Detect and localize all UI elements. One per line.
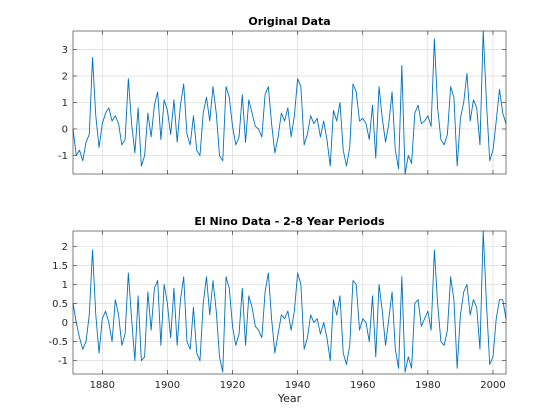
y-tick-label: 0 [62, 318, 68, 329]
tick-marks [73, 231, 506, 374]
x-tick-label: 1960 [350, 380, 375, 391]
y-tick-labels: -1 0 1 2 3 [58, 45, 68, 162]
subplot-original-data: -1 0 1 2 3 Original Data [58, 15, 507, 175]
y-tick-label: 2 [62, 242, 68, 253]
series-line [72, 230, 507, 373]
x-tick-label: 2000 [480, 380, 505, 391]
series-line [72, 30, 507, 175]
grid-lines [73, 231, 506, 374]
x-tick-label: 1980 [415, 380, 440, 391]
axes-frame [72, 230, 507, 375]
series-layer [72, 230, 507, 373]
y-tick-label: 2 [62, 72, 68, 83]
chart-title: El Nino Data - 2-8 Year Periods [194, 215, 385, 228]
y-tick-label: -0.5 [48, 337, 68, 348]
y-tick-label: 1 [62, 280, 68, 291]
y-tick-label: 1.5 [52, 261, 68, 272]
x-tick-label: 1880 [90, 380, 115, 391]
x-tick-label: 1900 [155, 380, 180, 391]
y-tick-label: 1 [62, 98, 68, 109]
y-tick-label: 0.5 [52, 299, 68, 310]
chart-title: Original Data [248, 15, 330, 28]
subplot-el-nino-data: -1 -0.5 0 0.5 1 1.5 2 1880 1900 1920 1940 1960 1980… [48, 215, 507, 405]
y-tick-label: -1 [58, 356, 68, 367]
tick-marks [73, 31, 506, 174]
x-tick-labels: 1880 1900 1920 1940 1960 1980 2000 [90, 380, 506, 391]
x-tick-label: 1920 [220, 380, 245, 391]
series-layer [72, 30, 507, 175]
x-axis-label: Year [277, 392, 302, 405]
y-tick-labels: -1 -0.5 0 0.5 1 1.5 2 [48, 242, 68, 367]
x-tick-label: 1940 [285, 380, 310, 391]
y-tick-label: 0 [62, 124, 68, 135]
y-tick-label: 3 [62, 45, 68, 56]
y-tick-label: -1 [58, 151, 68, 162]
